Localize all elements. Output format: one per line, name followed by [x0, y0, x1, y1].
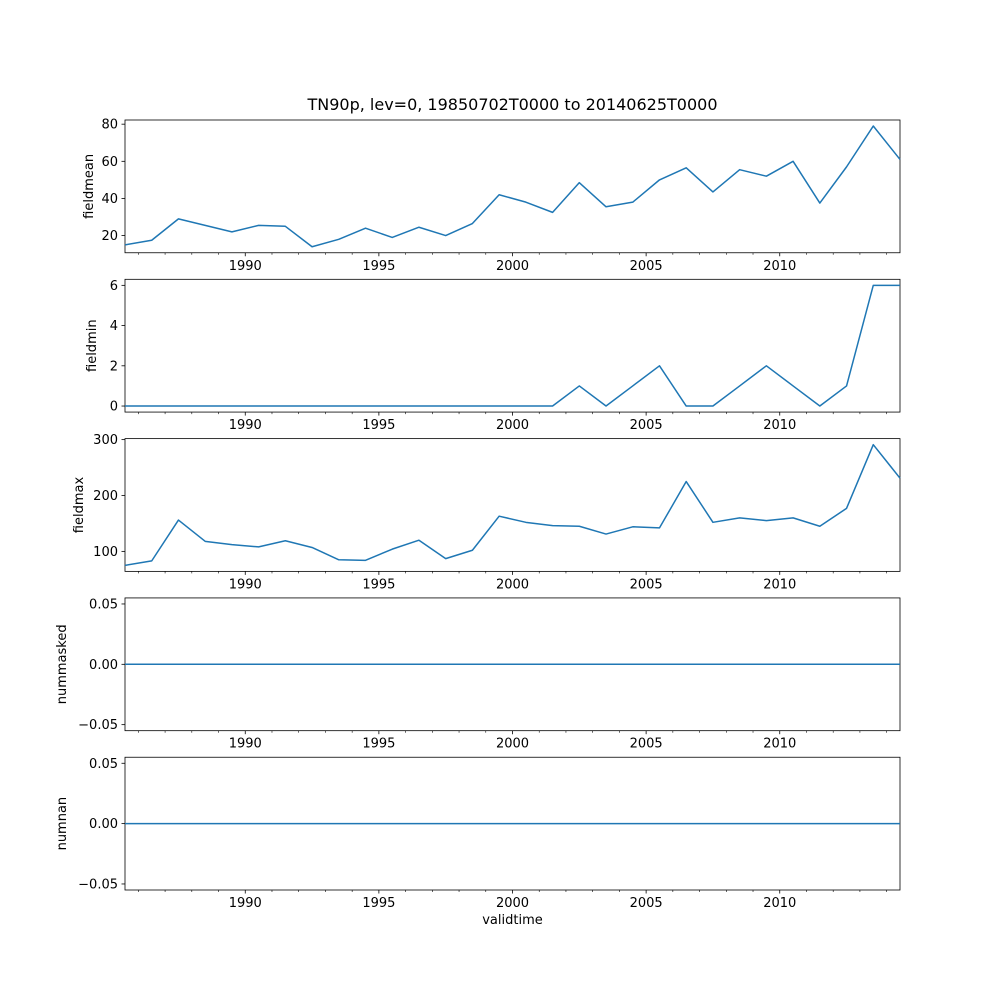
y-tick-label: 40	[101, 192, 118, 207]
subplot-fieldmin: 0 2 4 6 1990 1995 2000 2005 2010 fieldmin	[85, 278, 901, 433]
y-tick-label: 0	[110, 400, 118, 415]
subplot-nummasked: −0.05 0.00 0.05 1990 1995 2000 2005 2010 nummask…	[55, 597, 901, 752]
x-tick-label: 1990	[229, 259, 262, 274]
x-tick-label: 1995	[362, 259, 395, 274]
data-line-fieldmin	[125, 284, 900, 407]
y-tick-label: 60	[101, 155, 118, 170]
x-tick-label: 1995	[362, 896, 395, 911]
x-tick-label: 2005	[630, 737, 663, 752]
y-axis-label-fieldmax: fieldmax	[72, 477, 87, 534]
y-tick-label: 100	[93, 545, 118, 560]
data-line-fieldmax	[124, 443, 901, 567]
x-tick-label: 2000	[496, 418, 529, 433]
x-tick-label: 2010	[763, 577, 796, 592]
y-tick-label: 300	[93, 433, 118, 448]
y-tick-label: 20	[101, 229, 118, 244]
x-tick-label: 2000	[496, 577, 529, 592]
plot-area-fieldmean	[124, 119, 901, 254]
y-tick-label: 4	[110, 319, 118, 334]
y-tick-label: 0.05	[89, 597, 118, 612]
x-tick-label: 1990	[229, 577, 262, 592]
y-axis-label-fieldmin: fieldmin	[85, 319, 100, 372]
subplot-fieldmax: 100 200 300 1990 1995 2000 2005 2010 fieldmax	[72, 433, 901, 592]
x-tick-label: 2000	[496, 259, 529, 274]
y-tick-label: 2	[110, 359, 118, 374]
y-axis-label-fieldmean: fieldmean	[82, 154, 97, 219]
y-tick-label: 0.00	[89, 817, 118, 832]
y-tick-label: 80	[101, 118, 118, 133]
subplot-fieldmean: 20 40 60 80 1990 1995 2000 2005 2010 fieldmean	[82, 118, 901, 274]
x-tick-label: 1995	[362, 737, 395, 752]
x-tick-label: 1990	[229, 737, 262, 752]
x-tick-label: 2005	[630, 896, 663, 911]
x-tick-label: 2000	[496, 737, 529, 752]
x-tick-label: 2000	[496, 896, 529, 911]
subplot-numnan: −0.05 0.00 0.05 1990 1995 2000 2005 2010 numnan	[55, 757, 901, 911]
x-tick-label: 2005	[630, 418, 663, 433]
plot-area-fieldmax	[124, 438, 901, 572]
x-tick-label: 1990	[229, 896, 262, 911]
y-axis-label-nummasked: nummasked	[55, 624, 70, 704]
data-line-fieldmean	[124, 125, 901, 248]
y-tick-label: 0.00	[89, 658, 118, 673]
y-tick-label: −0.05	[78, 718, 118, 733]
x-tick-label: 2010	[763, 259, 796, 274]
x-tick-label: 1990	[229, 418, 262, 433]
y-tick-label: 0.05	[89, 757, 118, 772]
y-tick-label: 6	[110, 279, 118, 294]
x-axis-label: validtime	[482, 913, 543, 928]
x-tick-label: 2005	[630, 259, 663, 274]
x-tick-label: 1995	[362, 418, 395, 433]
y-tick-label: 200	[93, 489, 118, 504]
y-tick-label: −0.05	[78, 877, 118, 892]
x-tick-label: 2010	[763, 896, 796, 911]
plot-area-fieldmin	[124, 278, 901, 413]
x-tick-label: 2010	[763, 737, 796, 752]
x-tick-label: 1995	[362, 577, 395, 592]
x-tick-label: 2005	[630, 577, 663, 592]
chart-title: TN90p, lev=0, 19850702T0000 to 20140625T…	[306, 95, 717, 114]
y-axis-label-numnan: numnan	[55, 797, 70, 851]
x-tick-label: 2010	[763, 418, 796, 433]
subplots-layer: 20 40 60 80 1990 1995 2000 2005 2010 fieldmean 0 2 4…	[55, 118, 901, 911]
